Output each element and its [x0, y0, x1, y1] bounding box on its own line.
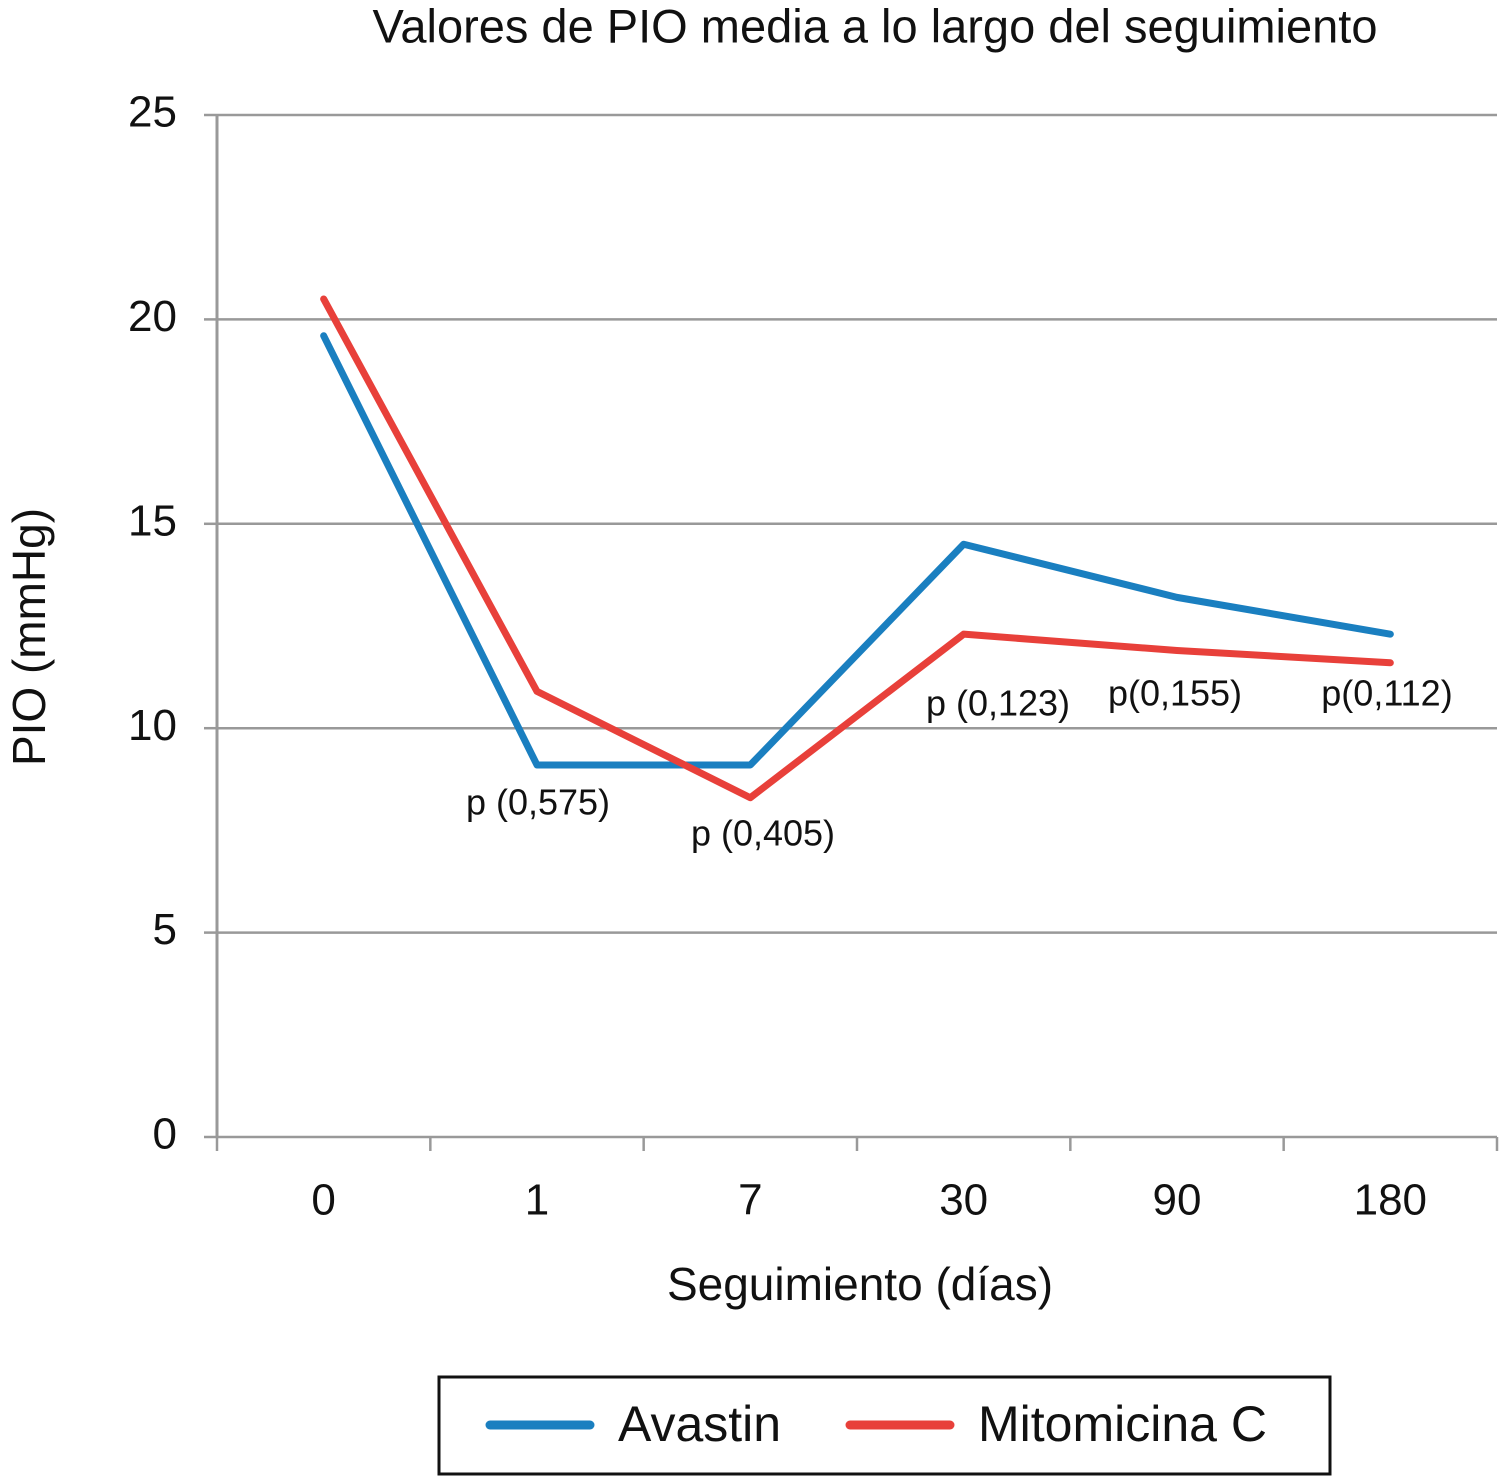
- y-tick-label: 25: [128, 88, 177, 137]
- y-tick-label: 10: [128, 701, 177, 750]
- series-line: [320, 295, 1394, 802]
- annotation: p(0,155): [1108, 673, 1242, 714]
- chart-title: Valores de PIO media a lo largo del segu…: [373, 0, 1378, 52]
- annotation: p (0,405): [691, 813, 835, 854]
- x-tick-label: 90: [1153, 1176, 1202, 1225]
- y-tick-label: 0: [153, 1110, 177, 1159]
- y-axis-label: PIO (mmHg): [3, 508, 55, 766]
- legend-box: [437, 1375, 1332, 1476]
- x-tick-label: 7: [738, 1176, 762, 1225]
- x-axis-label: Seguimiento (días): [667, 1258, 1053, 1310]
- y-tick-label: 5: [153, 905, 177, 954]
- x-tick-label: 30: [939, 1176, 988, 1225]
- y-tick-label: 20: [128, 292, 177, 341]
- annotation: p (0,123): [926, 683, 1070, 724]
- legend-label: Avastin: [618, 1396, 781, 1452]
- annotation: p(0,112): [1321, 673, 1452, 714]
- x-tick-label: 1: [525, 1176, 549, 1225]
- legend-label: Mitomicina C: [978, 1396, 1267, 1452]
- y-tick-label: 15: [128, 496, 177, 545]
- annotation: p (0,575): [466, 782, 610, 823]
- series-line: [320, 332, 1394, 769]
- x-tick-label: 180: [1354, 1176, 1427, 1225]
- x-tick-label: 0: [311, 1176, 335, 1225]
